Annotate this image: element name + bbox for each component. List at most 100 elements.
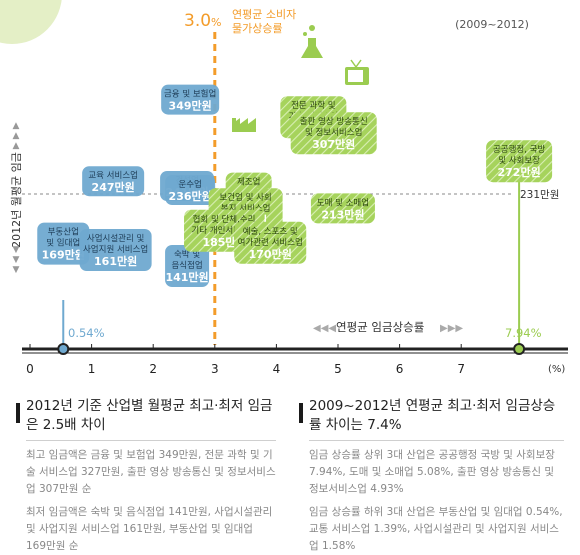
y-axis-label: 2012년 월평균 임금 — [10, 152, 23, 248]
industry-box-shape — [165, 245, 210, 287]
x-tick-label: 5 — [334, 362, 342, 376]
x-tick-label: 4 — [273, 362, 281, 376]
panel-right-marker — [299, 403, 303, 423]
cpi-label-line2: 물가상승률 — [232, 22, 283, 35]
industry-value-label: 349만원 — [169, 99, 212, 113]
industry-name-label: 제조업 — [237, 178, 260, 188]
industry-box-shape — [161, 84, 220, 115]
industry-box-shape — [37, 222, 90, 265]
min-marker-label: 0.54% — [68, 326, 105, 340]
industry-value-label: 307만원 — [312, 137, 355, 151]
industry-name-label: 금융 및 보험업 — [164, 89, 216, 100]
industry-box-shape — [290, 112, 377, 155]
y-arrow-up-icon: ▲ — [13, 131, 20, 141]
panel-left-para1: 최고 임금액은 금융 및 보험업 349만원, 전문 과학 및 기술 서비스업 … — [26, 449, 276, 495]
industry-name-label: 및 임대업 — [46, 238, 80, 249]
x-tick-label: 1 — [88, 362, 96, 376]
industry-name-label: 협회 및 단체,수리 — [193, 214, 256, 225]
industry-box-shape — [82, 166, 145, 197]
industry-value-label: 141만원 — [165, 270, 208, 284]
industry-value-label: 170만원 — [249, 247, 292, 261]
x-tick-label: 6 — [396, 362, 404, 376]
industry-value-label: 236만원 — [169, 189, 212, 203]
x-tick-label: 7 — [457, 362, 465, 376]
industry-name-label: 여가관련 서비스업 — [238, 237, 303, 248]
min-marker-dot — [57, 343, 70, 355]
industry-name-label: 보건업 및 사회 — [219, 192, 271, 203]
chart-canvas: (2009~2012) 231만원 3.0 % 연평균 소비자 물가상승률 ▲ … — [0, 0, 568, 376]
industry-box-shape — [486, 140, 553, 183]
cpi-label-line1: 연평균 소비자 — [232, 8, 296, 21]
y-arrow-down-icon: ▼ — [13, 265, 20, 275]
period-label: (2009~2012) — [455, 18, 529, 31]
x-axis: 0 1 2 3 4 5 6 7 (%) ◀◀◀ 연평균 임금상승률 ▶▶▶ — [22, 320, 568, 376]
x-tick-label: 3 — [211, 362, 219, 376]
industry-name-label: 출판 영상 방송통신 — [300, 116, 368, 127]
industry-name-label: 사업시설관리 및 — [87, 233, 145, 244]
industry-name-label: 교육 서비스업 — [88, 171, 138, 181]
x-arrow-right-icon: ▶▶▶ — [440, 323, 463, 334]
x-unit-label: (%) — [548, 364, 565, 375]
panel-right-para1: 임금 상승률 상위 3대 산업은 공공행정 국방 및 사회보장 7.94%, 도… — [309, 449, 555, 495]
industry-value-label: 247만원 — [92, 180, 135, 194]
cpi-label: 3.0 % 연평균 소비자 물가상승률 — [184, 8, 296, 35]
industry-name-label: 음식점업 — [171, 260, 202, 271]
cpi-value: 3.0 — [184, 11, 211, 31]
y-arrow-down-icon: ▼ — [13, 245, 20, 255]
y-axis: ▲ ▲ ▲ 2012년 월평균 임금 ▼ ▼ ▼ — [10, 121, 23, 275]
panel-right-para2: 임금 상승률 하위 3대 산업은 부동산업 및 임대업 0.54%, 교통 서비… — [309, 506, 563, 552]
industry-value-label: 161만원 — [94, 254, 137, 268]
industry-name-label: 공공행정, 국방 — [493, 144, 546, 155]
industry-value-label: 272만원 — [498, 165, 541, 179]
industry-name-label: 및 사회보장 — [498, 155, 540, 166]
panel-left: 2012년 기준 산업별 월평균 최고·최저 임금은 2.5배 차이 최고 임금… — [26, 397, 276, 555]
industry-box-shape — [79, 229, 152, 271]
industry-name-label: 도매 및 소매업 — [317, 197, 369, 208]
industry-value-label: 213만원 — [321, 207, 364, 221]
industry-name-label: 부동산업 — [48, 227, 79, 238]
industry-name-label: 숙박 및 — [174, 249, 200, 260]
panel-right: 2009~2012년 연평균 최고·최저 임금상승률 차이는 7.4% 임금 상… — [309, 397, 564, 555]
panel-left-marker — [16, 403, 20, 423]
y-arrow-down-icon: ▼ — [13, 255, 20, 265]
factory-icon — [232, 118, 256, 132]
x-tick-label: 0 — [26, 362, 34, 376]
industry-name-label: 사업지원 서비스업 — [83, 245, 148, 255]
max-marker-dot — [513, 343, 526, 355]
panel-left-para2: 최저 임금액은 숙박 및 음식점업 141만원, 사업시설관리 및 사업지원 서… — [26, 506, 273, 552]
industry-name-label: 기타 개인서비스업 — [191, 225, 256, 236]
reference-line-label: 231만원 — [520, 189, 559, 201]
industry-name-label: 운수업 — [178, 180, 201, 190]
industry-name-label: 전문 과학 및 — [291, 100, 336, 111]
panel-right-heading: 2009~2012년 연평균 최고·최저 임금상승률 차이는 7.4% — [309, 398, 556, 433]
decor-circle-shape — [0, 0, 62, 44]
y-arrow-up-icon: ▲ — [13, 121, 20, 131]
panel-right-divider — [309, 440, 564, 441]
x-axis-label: 연평균 임금상승률 — [336, 320, 424, 334]
industry-box-shape — [310, 193, 375, 224]
industry-name-label: 예술, 스포츠 및 — [243, 226, 298, 237]
industry-box-shape — [165, 175, 216, 205]
industry-value-label: 169만원 — [42, 248, 85, 262]
panel-left-divider — [26, 440, 276, 441]
industry-name-label: 복지 서비스업 — [221, 204, 271, 214]
panel-left-heading: 2012년 기준 산업별 월평균 최고·최저 임금은 2.5배 차이 — [26, 398, 273, 433]
x-arrow-left-icon: ◀◀◀ — [313, 323, 336, 334]
tv-icon — [345, 59, 369, 85]
flask-icon — [301, 25, 323, 58]
x-tick-label: 2 — [149, 362, 157, 376]
y-arrow-up-icon: ▲ — [13, 141, 20, 151]
industry-name-label: 및 정보서비스업 — [305, 127, 362, 138]
cpi-unit: % — [211, 16, 221, 29]
